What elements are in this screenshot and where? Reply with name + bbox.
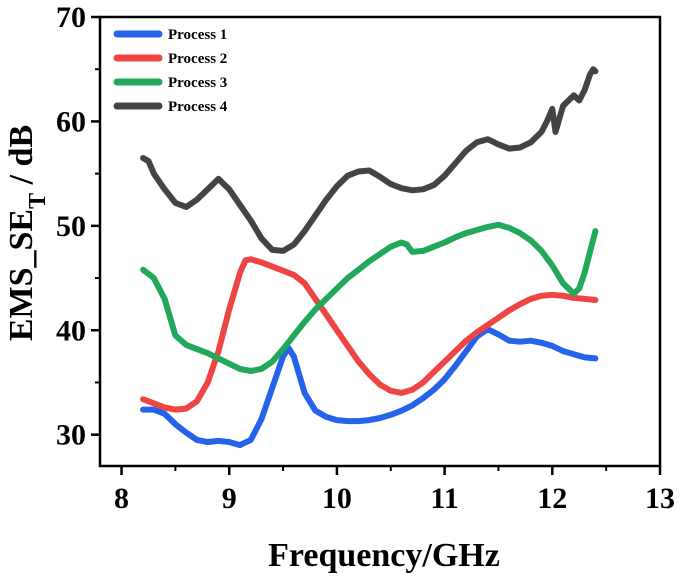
x-tick-label: 9 [222,482,237,515]
x-tick-label: 8 [114,482,129,515]
legend-label-3: Process 3 [168,75,227,91]
legend-label-1: Process 1 [168,27,227,43]
plot-frame [98,15,662,468]
x-tick-label: 13 [645,482,675,515]
y-axis-title-subscript: T [25,193,51,209]
legend-label-2: Process 2 [168,51,227,67]
series-line-1 [140,326,599,449]
chart-axes: 8 9 10 11 12 13 30 40 50 60 70 [56,1,675,515]
axis-titles: Frequency/GHz EMS_SET / dB [3,125,500,574]
chart-legend: Process 1 Process 2 Process 3 Process 4 [113,27,228,115]
x-tick-label: 11 [430,482,458,515]
y-tick-label: 30 [56,419,86,452]
y-tick-label: 50 [56,210,86,243]
series-line-4 [140,66,599,254]
y-axis-title-main: EMS_SE [3,209,40,341]
x-axis-title: Frequency/GHz [268,537,500,574]
y-axis-title: EMS_SET / dB [3,125,51,341]
x-tick-label: 12 [537,482,567,515]
y-axis-title-suffix: / dB [3,125,40,193]
chart-lines [140,66,599,449]
x-tick-label: 10 [322,482,352,515]
legend-label-4: Process 4 [168,99,228,115]
series-line-2 [140,256,599,413]
y-tick-label: 60 [56,105,86,138]
series-line-3 [140,221,599,374]
y-tick-label: 40 [56,314,86,347]
y-tick-label: 70 [56,1,86,34]
